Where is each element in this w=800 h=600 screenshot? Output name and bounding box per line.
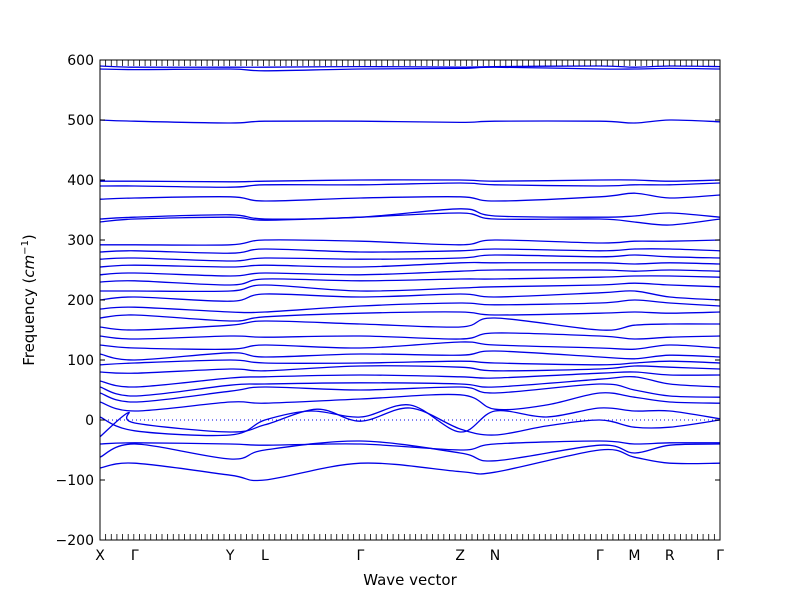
band-line-26 xyxy=(100,212,720,226)
band-line-18 xyxy=(100,290,720,302)
band-line-21 xyxy=(100,269,720,277)
y-axis-label-suffix: ) xyxy=(20,234,38,240)
band-lines xyxy=(100,65,720,482)
y-tick-label: 400 xyxy=(67,173,94,189)
x-tick-label: Γ xyxy=(356,548,364,564)
x-tick-label: Z xyxy=(455,548,465,564)
band-line-28 xyxy=(100,192,720,202)
x-tick-label: Γ xyxy=(596,548,604,564)
band-line-9 xyxy=(100,371,720,388)
band-line-29 xyxy=(100,182,720,188)
axis-ticks xyxy=(99,59,721,541)
tick-labels: −200 −100 0 100 200 300 400 500 600 X Γ Y L Γ Z N Γ M R Γ xyxy=(56,53,725,564)
band-line-27 xyxy=(100,208,720,220)
band-line-12 xyxy=(100,350,720,361)
x-tick-label: Γ xyxy=(716,548,724,564)
x-tick-label: M xyxy=(628,548,640,564)
band-line-5 xyxy=(100,404,720,437)
band-line-6 xyxy=(100,392,720,412)
band-line-3 xyxy=(100,440,720,451)
y-tick-label: −100 xyxy=(56,473,94,489)
y-tick-label: −200 xyxy=(56,533,94,549)
x-tick-label: X xyxy=(95,548,105,564)
band-line-30 xyxy=(100,179,720,183)
band-line-15 xyxy=(100,317,720,331)
band-line-31 xyxy=(100,119,720,124)
y-axis-label-unit-exponent: −1 xyxy=(20,240,31,255)
x-tick-label: Γ xyxy=(131,548,139,564)
band-line-11 xyxy=(100,359,720,366)
y-tick-label: 300 xyxy=(67,233,94,249)
y-tick-label: 100 xyxy=(67,353,94,369)
y-tick-label: 0 xyxy=(85,413,94,429)
band-line-17 xyxy=(100,299,720,314)
band-line-4 xyxy=(100,407,720,438)
y-tick-label: 200 xyxy=(67,293,94,309)
y-axis-label-unit: cm xyxy=(20,255,38,278)
band-line-23 xyxy=(100,254,720,262)
band-line-20 xyxy=(100,275,720,286)
band-line-13 xyxy=(100,341,720,350)
band-line-22 xyxy=(100,261,720,268)
y-axis-label-prefix: Frequency ( xyxy=(20,278,38,366)
x-tick-label: Y xyxy=(225,548,235,564)
band-line-1 xyxy=(100,448,720,482)
band-line-16 xyxy=(100,311,720,322)
band-line-33 xyxy=(100,65,720,68)
plot-frame xyxy=(99,59,721,541)
band-line-2 xyxy=(100,440,720,462)
band-line-7 xyxy=(100,383,720,403)
band-line-10 xyxy=(100,365,720,374)
x-tick-label: N xyxy=(490,548,500,564)
x-axis-label: Wave vector xyxy=(363,571,457,589)
band-line-8 xyxy=(100,375,720,397)
band-line-14 xyxy=(100,332,720,340)
y-tick-label: 600 xyxy=(67,53,94,69)
band-line-32 xyxy=(100,66,720,72)
y-axis-label: Frequency (cm−1) xyxy=(20,234,38,366)
band-line-24 xyxy=(100,248,720,254)
band-line-19 xyxy=(100,282,720,293)
band-line-25 xyxy=(100,239,720,246)
x-tick-label: L xyxy=(261,548,269,564)
y-tick-label: 500 xyxy=(67,113,94,129)
x-tick-label: R xyxy=(665,548,675,564)
